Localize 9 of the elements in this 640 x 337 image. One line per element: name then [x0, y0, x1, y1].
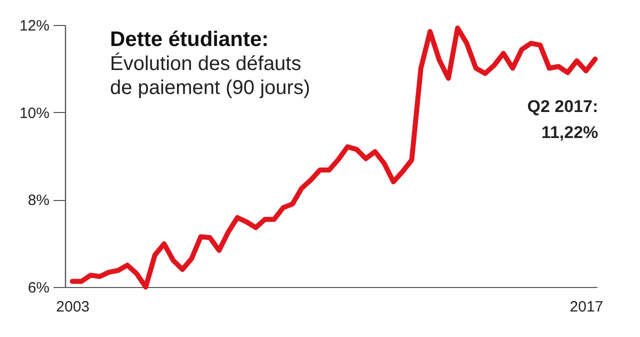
- x-tick-label: 2017: [570, 298, 604, 316]
- chart-title: Dette étudiante:: [110, 28, 269, 51]
- annotation: Q2 2017: 11,22%: [527, 97, 598, 142]
- x-tick-label: 2003: [56, 298, 90, 316]
- text: Évolution des défauts de paiement (90 jours): [110, 52, 310, 99]
- y-tick-label: 12%: [19, 18, 50, 34]
- y-tick-label: 6%: [28, 280, 50, 296]
- y-tick-label: 10%: [19, 104, 50, 122]
- y-tick-label: 8%: [28, 192, 50, 210]
